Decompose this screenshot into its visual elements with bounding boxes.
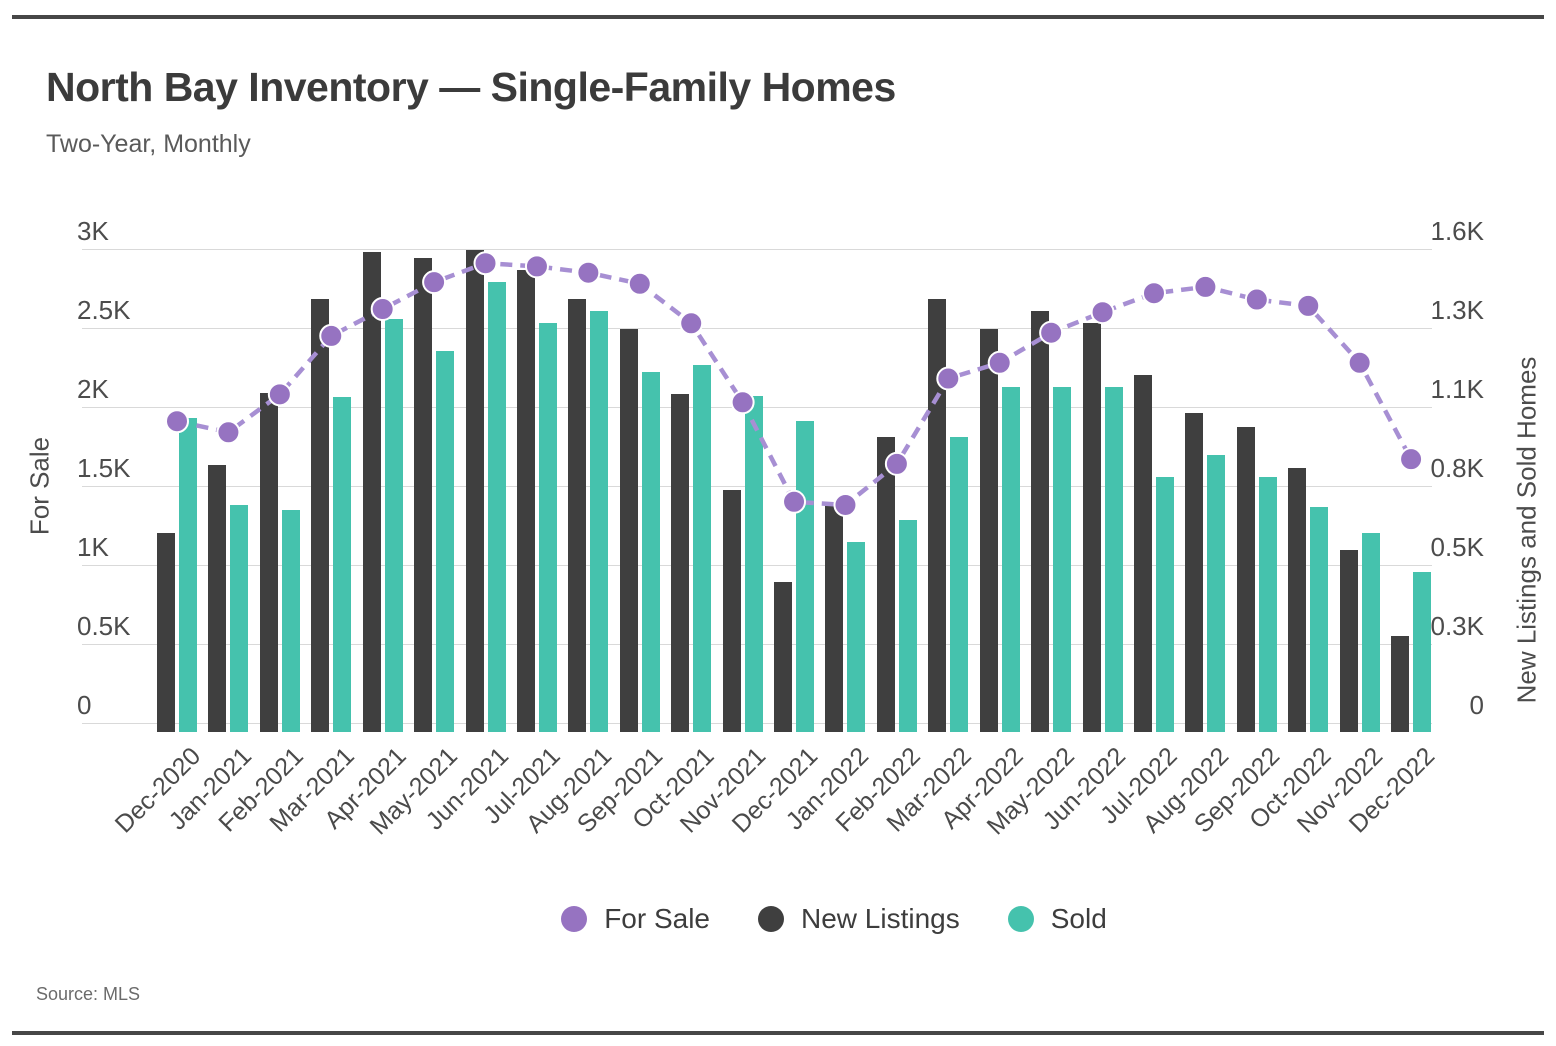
for-sale-point <box>216 420 241 445</box>
bar-sold <box>744 395 763 732</box>
bar-new-listings <box>311 299 330 732</box>
bar-new-listings <box>157 533 175 732</box>
legend-item: For Sale <box>561 903 710 935</box>
legend-label: New Listings <box>801 903 960 934</box>
legend-label: For Sale <box>604 903 711 934</box>
bar-sold <box>1207 454 1226 732</box>
bar-sold <box>1053 386 1072 732</box>
bar-new-listings <box>465 250 484 732</box>
legend-swatch-icon <box>561 906 588 932</box>
bar-sold <box>1104 386 1123 732</box>
right-axis-tick: 0 <box>1469 690 1484 720</box>
left-axis-tick: 0 <box>77 690 92 720</box>
legend-item: New Listings <box>758 903 960 935</box>
bar-sold <box>333 397 352 732</box>
bar-new-listings <box>876 437 895 732</box>
bar-sold <box>641 371 660 732</box>
bar-new-listings <box>516 269 535 732</box>
bar-sold <box>796 420 815 732</box>
bar-new-listings <box>979 328 998 732</box>
for-sale-point <box>679 311 704 336</box>
right-axis-tick: 0.5K <box>1430 532 1485 562</box>
bar-sold <box>487 281 506 732</box>
bar-new-listings <box>825 505 844 732</box>
left-axis-tick: 2.5K <box>77 295 131 325</box>
bar-new-listings <box>1133 374 1152 732</box>
bar-sold <box>1001 386 1020 732</box>
right-axis-tick: 0.3K <box>1430 611 1485 641</box>
for-sale-point <box>627 271 652 296</box>
right-axis-title: New Listings and Sold Homes <box>1511 356 1542 704</box>
bar-new-listings <box>1391 635 1410 732</box>
bar-sold <box>847 542 866 732</box>
for-sale-point <box>1141 281 1166 306</box>
top-rule <box>12 15 1544 19</box>
left-axis-tick: 1.5K <box>77 453 131 483</box>
bar-sold <box>1258 477 1277 732</box>
bar-sold <box>590 311 609 732</box>
bar-new-listings <box>1185 413 1204 732</box>
right-axis-tick: 0.8K <box>1430 453 1485 483</box>
left-axis-title: For Sale <box>24 436 55 536</box>
bar-new-listings <box>259 392 278 732</box>
bar-new-listings <box>568 299 587 732</box>
left-axis-tick: 1K <box>77 532 109 562</box>
bar-sold <box>230 505 249 732</box>
chart-title: North Bay Inventory — Single-Family Home… <box>46 64 896 110</box>
legend: For Sale New Listings Sold <box>112 903 1556 935</box>
bar-sold <box>179 417 197 732</box>
bar-sold <box>693 364 712 732</box>
right-axis-tick: 1.3K <box>1430 295 1485 325</box>
bar-sold <box>1155 477 1174 732</box>
bar-sold <box>384 318 403 732</box>
legend-swatch-icon <box>1007 906 1034 932</box>
bar-new-listings <box>1236 426 1255 732</box>
legend-swatch-icon <box>758 906 785 932</box>
for-sale-point <box>1244 287 1269 312</box>
bar-new-listings <box>774 582 793 732</box>
bottom-rule <box>12 1031 1544 1035</box>
for-sale-point <box>1347 350 1372 375</box>
left-axis-tick: 2K <box>77 374 109 404</box>
bar-new-listings <box>362 251 381 732</box>
legend-label: Sold <box>1050 903 1107 934</box>
bar-sold <box>1413 571 1432 732</box>
left-axis-tick: 3K <box>77 216 109 246</box>
bar-sold <box>436 351 455 732</box>
bar-sold <box>1310 506 1329 732</box>
for-sale-point <box>576 260 601 285</box>
bar-new-listings <box>928 299 947 732</box>
bar-sold <box>950 437 969 732</box>
for-sale-point <box>1193 274 1218 299</box>
legend-item: Sold <box>1007 903 1107 935</box>
bar-new-listings <box>208 465 227 732</box>
bar-sold <box>898 520 917 732</box>
bar-sold <box>1361 533 1380 732</box>
bar-new-listings <box>414 257 433 732</box>
bar-sold <box>538 323 557 732</box>
gridline <box>82 249 1432 250</box>
chart-subtitle: Two-Year, Monthly <box>46 130 251 158</box>
gridline <box>82 328 1432 329</box>
bar-new-listings <box>1288 468 1307 732</box>
bar-new-listings <box>1031 311 1050 732</box>
left-axis-tick: 0.5K <box>77 611 131 641</box>
bar-new-listings <box>1339 549 1358 732</box>
bar-new-listings <box>671 394 690 732</box>
source-note: Source: MLS <box>36 984 141 1004</box>
bar-new-listings <box>722 490 741 732</box>
for-sale-point <box>1090 300 1115 325</box>
bar-new-listings <box>619 328 638 732</box>
bar-new-listings <box>1082 323 1101 732</box>
for-sale-point <box>1296 293 1321 318</box>
bar-sold <box>281 509 300 732</box>
right-axis-tick: 1.1K <box>1430 374 1485 404</box>
right-axis-tick: 1.6K <box>1430 216 1485 246</box>
